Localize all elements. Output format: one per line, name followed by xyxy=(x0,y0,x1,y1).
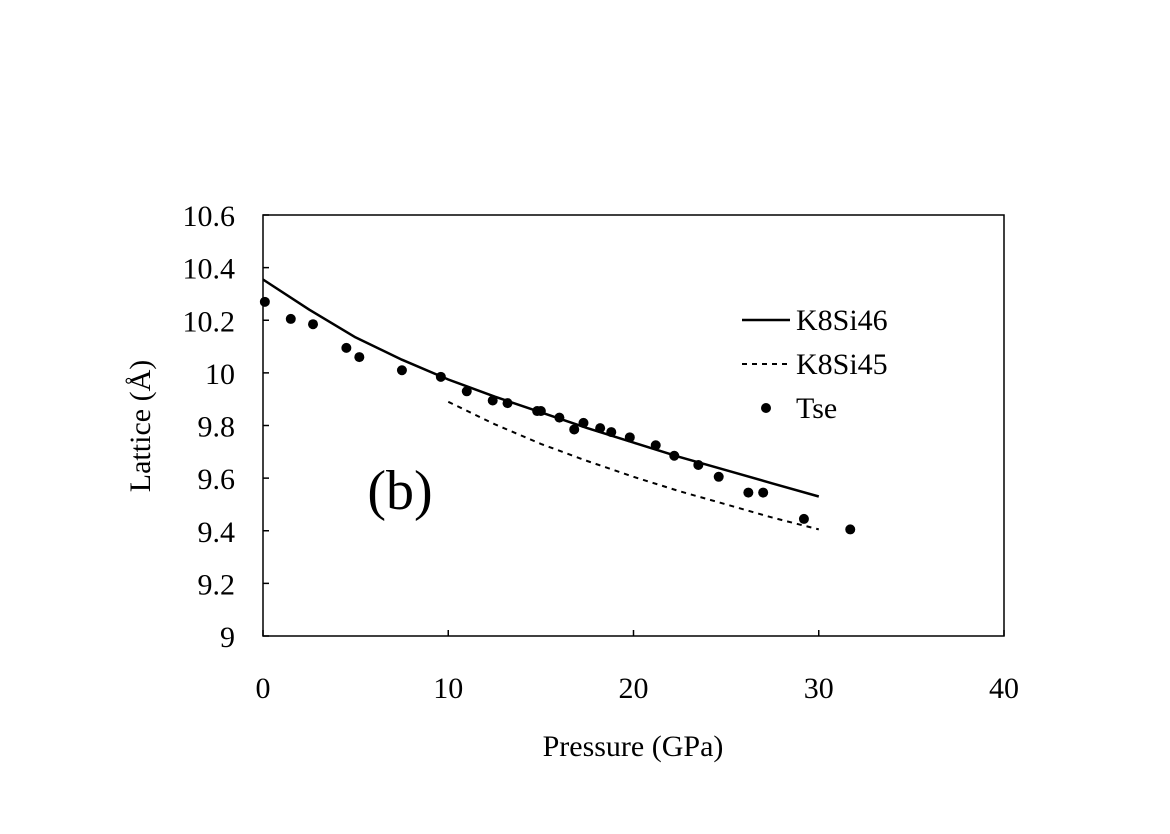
y-tick-label: 9.8 xyxy=(198,411,236,444)
tse-point xyxy=(308,319,319,330)
tse-point xyxy=(758,487,769,498)
legend-label-tse: Tse xyxy=(796,392,837,425)
y-tick-label: 10 xyxy=(205,358,235,391)
legend-label-k8si46: K8Si46 xyxy=(796,304,888,337)
y-tick-label: 10.6 xyxy=(183,200,236,233)
plot-frame xyxy=(262,214,1005,637)
tse-point xyxy=(798,513,809,524)
tse-point xyxy=(396,365,407,376)
tse-point xyxy=(487,395,498,406)
tse-point xyxy=(578,417,589,428)
tse-point xyxy=(569,424,580,435)
tse-point xyxy=(285,313,296,324)
y-tick-label: 9 xyxy=(220,621,235,654)
tse-point xyxy=(693,459,704,470)
series-layer xyxy=(259,278,856,535)
x-tick-label: 20 xyxy=(619,672,649,705)
x-tick-label: 10 xyxy=(433,672,463,705)
tse-point xyxy=(435,371,446,382)
tse-point xyxy=(461,386,472,397)
tse-point xyxy=(606,427,617,438)
tse-point xyxy=(535,406,546,417)
x-tick-label: 40 xyxy=(989,672,1019,705)
panel-label: (b) xyxy=(367,460,432,522)
y-tick-label: 9.6 xyxy=(198,463,236,496)
tse-point xyxy=(595,423,606,434)
tse-point xyxy=(259,296,270,307)
tse-point xyxy=(354,352,365,363)
tse-point xyxy=(554,412,565,423)
x-tick-label: 0 xyxy=(256,672,271,705)
tse-point xyxy=(624,432,635,443)
y-tick-label: 9.4 xyxy=(198,516,236,549)
tse-point xyxy=(341,342,352,353)
series-line-k8si45 xyxy=(447,400,820,531)
tse-point xyxy=(713,471,724,482)
y-tick-label: 10.2 xyxy=(183,305,236,338)
tse-point xyxy=(502,398,513,409)
x-axis: 0 10 20 30 40 xyxy=(256,630,1019,705)
tse-point xyxy=(743,487,754,498)
x-axis-title: Pressure (GPa) xyxy=(543,730,724,763)
tse-point xyxy=(650,440,661,451)
tse-point xyxy=(669,450,680,461)
y-tick-label: 10.4 xyxy=(183,253,236,286)
x-tick-label: 30 xyxy=(804,672,834,705)
legend-swatch-tse xyxy=(761,403,771,413)
y-axis: 9 9.2 9.4 9.6 9.8 10 10.2 10.4 10.6 xyxy=(183,200,269,654)
series-line-k8si46 xyxy=(262,278,820,498)
legend-label-k8si45: K8Si45 xyxy=(796,348,888,381)
y-tick-label: 9.2 xyxy=(198,568,236,601)
legend: K8Si46 K8Si45 Tse xyxy=(742,304,888,425)
y-axis-title: Lattice (Å) xyxy=(124,360,157,492)
tse-point xyxy=(845,524,856,535)
